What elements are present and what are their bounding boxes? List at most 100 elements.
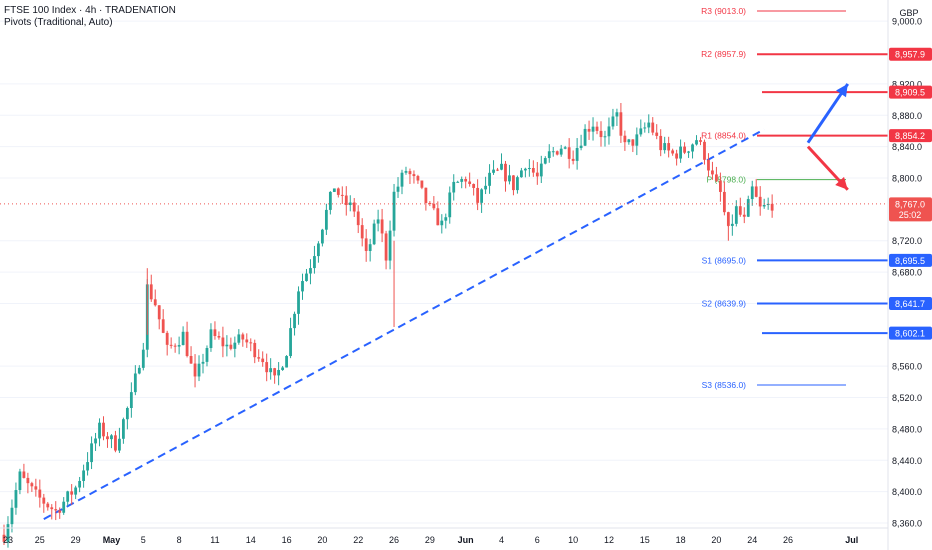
candle-body [388,230,392,261]
candle-body [631,139,635,146]
arrow-up-icon[interactable] [836,83,848,98]
price-tick-label: 8,360.0 [892,519,922,529]
grid-lines [0,20,888,524]
candle-body [261,358,265,363]
candle-body [344,195,348,206]
candle-body [313,256,316,269]
candle-body [301,281,304,292]
candle-body [348,202,352,206]
time-tick-label: 16 [282,535,292,545]
candle-body [412,174,416,177]
time-tick-label: 25 [35,535,45,545]
candle-body [253,342,257,358]
candle-body [595,126,599,131]
candlesticks [2,102,774,548]
time-tick-label: 8 [177,535,182,545]
countdown-label: 25:02 [899,210,922,220]
candle-body [659,135,663,151]
candle-body [177,345,181,347]
candle-body [703,141,706,160]
price-tag-label: 8,957.9 [895,50,925,60]
candle-body [484,185,487,190]
candle-body [563,147,567,149]
candle-body [416,176,420,181]
candle-body [352,202,356,212]
candle-body [655,132,659,136]
candle-body [408,171,412,175]
candle-body [404,171,408,173]
candle-body [603,136,607,138]
candle-body [6,524,10,542]
candle-body [675,153,679,159]
candle-body [169,344,173,346]
candle-body [372,223,376,245]
candle-body [78,480,82,488]
candle-body [157,305,161,320]
price-tag-bg [889,253,932,267]
candle-body [559,148,563,155]
candle-body [22,471,26,478]
pivot-levels[interactable]: R3 (9013.0) R2 (8957.9) R1 (8854.0) P (8798… [701,6,888,390]
candle-body [726,212,730,226]
price-tag-label: 8,695.5 [895,256,925,266]
candle-body [10,507,14,525]
candle-body [691,144,694,152]
candle-body [90,443,93,463]
candle-body [58,510,62,513]
candle-body [137,367,141,374]
pivot-label-r2: R2 (8957.9) [701,49,746,59]
candle-body [687,151,690,153]
candle-body [185,331,189,356]
candle-body [38,489,42,498]
pivot-label-s1: S1 (8695.0) [702,255,747,265]
candle-body [523,168,527,171]
candle-body [225,344,229,347]
candle-body [464,179,468,182]
candle-body [432,203,436,209]
time-tick-label: 23 [3,535,13,545]
time-tick-label: 11 [210,535,219,545]
candle-body [30,483,34,487]
candle-body [551,151,555,153]
candle-body [122,419,125,439]
candle-body [336,188,340,195]
trendline[interactable] [43,128,765,520]
price-tag-label: 8,602.1 [895,329,925,339]
candle-body [114,435,117,451]
indicator-label[interactable]: Pivots (Traditional, Auto) [4,17,113,28]
forecast-arrows[interactable] [806,83,850,191]
candle-body [512,175,515,191]
candle-body [699,140,702,142]
candle-body [285,356,288,368]
time-tick-label: 10 [568,535,578,545]
candle-body [229,344,233,349]
candle-body [667,143,671,151]
candle-body [635,134,639,146]
chart-title: FTSE 100 Index · 4h · TRADENATION [4,5,176,16]
candle-body [392,191,396,231]
price-tag-bg [889,129,932,143]
candle-body [201,361,205,364]
candle-body [679,146,682,159]
trendline-segment[interactable] [43,128,765,520]
candle-body [356,211,360,226]
candle-body [149,284,153,300]
candle-body [428,202,432,204]
arrow-down-icon[interactable] [835,176,848,190]
time-axis[interactable]: 23 25 29 May 5 8 11 14 16 20 22 26 29 Jun 4 6 10 12 15 18 20… [3,535,858,545]
pivot-label-p: P (8798.0) [706,175,746,185]
candle-body [623,135,627,143]
candle-body [683,146,686,153]
price-tag-label: 8,854.2 [895,131,925,141]
candle-body [575,148,579,161]
candle-body [738,206,742,215]
time-tick-label: 15 [640,535,650,545]
time-tick-label: 29 [71,535,81,545]
candle-body [233,342,237,349]
candle-body [535,172,539,177]
candle-body [651,122,655,133]
candle-body [742,214,746,217]
candle-body [531,167,535,173]
price-tag-bg [889,326,932,340]
